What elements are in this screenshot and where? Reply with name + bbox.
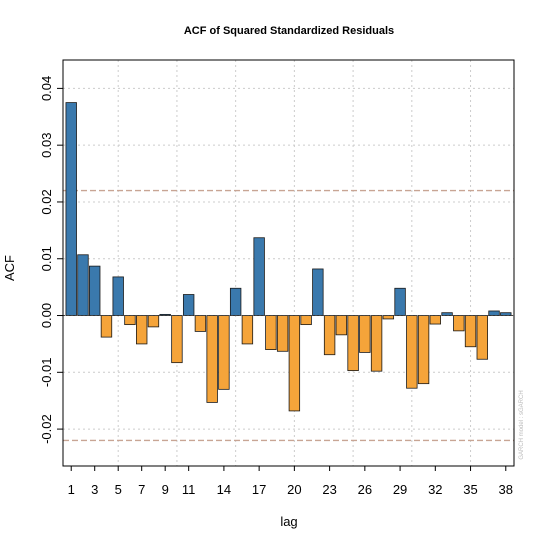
x-tick-label: 1	[68, 482, 75, 497]
y-tick-label: 0.00	[39, 303, 54, 328]
y-axis-label: ACF	[2, 255, 17, 281]
x-tick-label: 23	[322, 482, 336, 497]
acf-bar	[218, 315, 230, 390]
x-axis-label: lag	[280, 514, 297, 529]
acf-bar	[359, 315, 371, 353]
acf-bar	[147, 315, 160, 328]
x-tick-label: 11	[182, 482, 196, 497]
acf-bar	[476, 315, 488, 360]
acf-bar	[171, 315, 183, 364]
y-axis-ticks: -0.02 -0.01 0.00 0.01 0.02 0.03 0.04	[39, 76, 63, 444]
x-tick-label: 9	[162, 482, 169, 497]
x-tick-label: 26	[358, 482, 372, 497]
x-tick-label: 35	[463, 482, 477, 497]
x-tick-label: 5	[115, 482, 122, 497]
acf-bar	[77, 254, 89, 316]
acf-bar	[100, 315, 113, 338]
acf-bar	[241, 315, 254, 345]
grid-lines	[63, 60, 514, 466]
x-tick-label: 38	[499, 482, 513, 497]
acf-bar	[229, 287, 242, 316]
acf-bar	[253, 237, 265, 316]
acf-bar	[323, 315, 336, 356]
y-tick-label: 0.04	[39, 76, 54, 101]
x-tick-label: 3	[91, 482, 98, 497]
x-tick-label: 14	[217, 482, 231, 497]
x-tick-label: 32	[428, 482, 442, 497]
acf-bar	[89, 265, 101, 316]
x-tick-label: 29	[393, 482, 407, 497]
x-axis-ticks: 1 3 5 7 9 11 14 17 20 23 26 29 32 35 38	[68, 466, 513, 497]
acf-bar	[382, 315, 395, 320]
confidence-bounds	[63, 189, 514, 442]
y-tick-label: 0.02	[39, 189, 54, 214]
y-tick-label: -0.01	[39, 357, 54, 387]
acf-bar	[453, 315, 465, 332]
acf-bar	[124, 315, 136, 326]
acf-bar	[500, 312, 512, 316]
acf-bar	[464, 315, 477, 348]
acf-bar	[347, 315, 359, 372]
acf-bar	[429, 315, 441, 325]
watermark-text: GARCH model : sGARCH	[519, 390, 525, 459]
acf-bar	[136, 315, 148, 345]
acf-bar	[417, 315, 430, 385]
x-tick-label: 17	[252, 482, 266, 497]
acf-bar	[276, 315, 289, 352]
acf-bar	[300, 315, 312, 326]
x-tick-label: 7	[138, 482, 145, 497]
acf-bar	[312, 268, 324, 316]
acf-bar	[182, 294, 195, 316]
acf-bars	[65, 102, 512, 412]
acf-bar	[394, 287, 406, 316]
acf-bar	[265, 315, 277, 350]
acf-bar	[406, 315, 418, 389]
y-tick-label: -0.02	[39, 414, 54, 444]
acf-bar	[206, 315, 218, 403]
acf-bar	[370, 315, 383, 372]
acf-bar	[335, 315, 348, 336]
acf-bar	[159, 313, 171, 316]
acf-bar	[65, 102, 77, 316]
y-tick-label: 0.03	[39, 133, 54, 158]
x-tick-label: 20	[287, 482, 301, 497]
acf-bar	[488, 310, 500, 316]
y-tick-label: 0.01	[39, 246, 54, 271]
acf-bar	[194, 315, 207, 332]
acf-bar	[288, 315, 301, 412]
acf-bar	[112, 276, 124, 316]
chart-title: ACF of Squared Standardized Residuals	[184, 25, 394, 37]
plot-frame	[62, 59, 515, 467]
